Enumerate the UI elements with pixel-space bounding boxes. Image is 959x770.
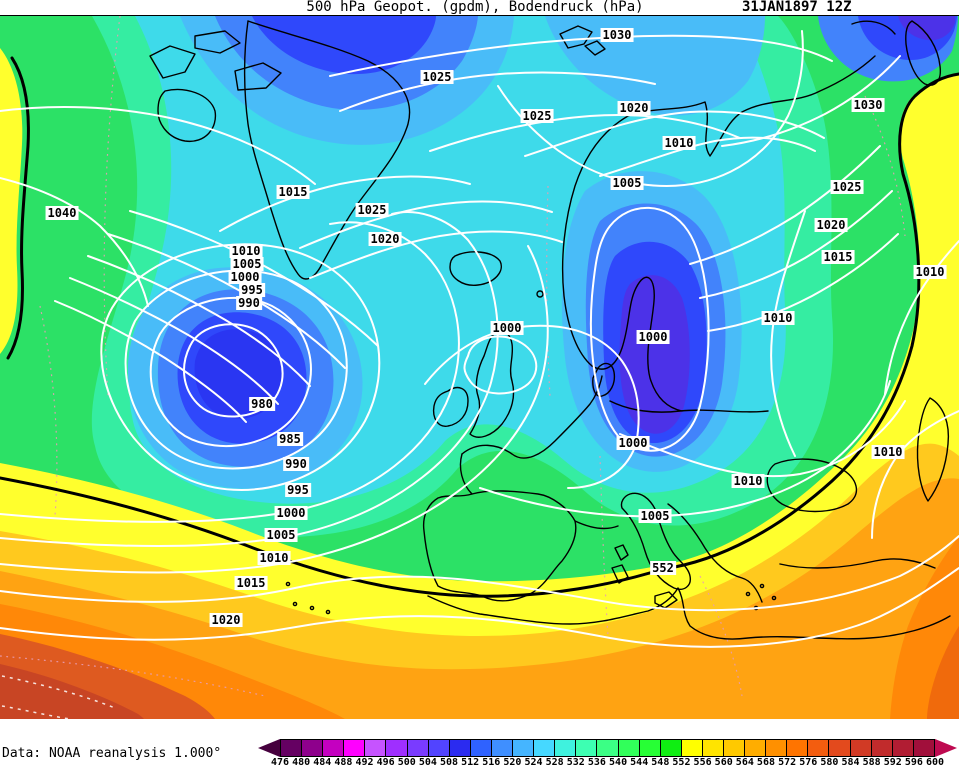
colorbar-segment <box>681 740 703 756</box>
colorbar-tick: 528 <box>545 757 564 768</box>
colorbar-segment <box>534 740 556 756</box>
map-title: 500 hPa Geopot. (gpdm), Bodendruck (hPa) <box>306 0 644 15</box>
colorbar-left-arrow-icon <box>258 739 280 757</box>
colorbar-tick: 492 <box>355 757 374 768</box>
colorbar-segment <box>281 740 303 756</box>
colorbar-right-arrow-icon <box>935 739 957 757</box>
dashed-isobars <box>1 675 116 719</box>
colorbar-segment <box>850 740 872 756</box>
colorbar-segment <box>470 740 492 756</box>
colorbar-tick: 480 <box>292 757 311 768</box>
weather-field-svg <box>0 16 959 719</box>
colorbar-segment <box>871 740 893 756</box>
colorbar-tick: 532 <box>566 757 585 768</box>
colorbar-tick: 584 <box>841 757 860 768</box>
colorbar-segment <box>323 740 345 756</box>
colorbar-segment <box>386 740 408 756</box>
colorbar-tick: 504 <box>418 757 437 768</box>
colorbar-segment <box>491 740 514 756</box>
colorbar-tick: 556 <box>693 757 712 768</box>
colorbar-tick: 496 <box>376 757 395 768</box>
colorbar-tick: 600 <box>925 757 945 768</box>
colorbar-segment <box>407 740 429 756</box>
colorbar-segment <box>597 740 619 756</box>
colorbar-segment <box>892 740 914 756</box>
colorbar-segment <box>808 740 830 756</box>
coastlines <box>149 20 951 640</box>
colorbar-tick: 536 <box>587 757 606 768</box>
height-contour-552 <box>0 56 959 598</box>
geopotential-colorbar: 476 480 484 488 492 496 500 504 508 512 516 520 524 5… <box>258 739 958 769</box>
colorbar-segment <box>302 740 324 756</box>
colorbar-tick: 488 <box>334 757 353 768</box>
colorbar-tick: 560 <box>714 757 733 768</box>
colorbar-tick: 508 <box>440 757 459 768</box>
colorbar-tick: 588 <box>862 757 881 768</box>
colorbar-tick: 520 <box>503 757 522 768</box>
colorbar-segment <box>787 740 809 756</box>
colorbar-tick: 540 <box>609 757 628 768</box>
colorbar-tick: 552 <box>672 757 691 768</box>
colorbar-segment <box>576 740 598 756</box>
colorbar-tick: 576 <box>799 757 818 768</box>
credits-data-source: Data: NOAA reanalysis 1.000° <box>2 746 222 761</box>
colorbar-segment <box>344 740 366 756</box>
colorbar-segment <box>639 740 661 756</box>
map-canvas <box>0 15 959 719</box>
colorbar-tick: 568 <box>756 757 775 768</box>
colorbar-segment <box>829 740 851 756</box>
colorbar-segment <box>449 740 471 756</box>
colorbar-tick: 548 <box>651 757 670 768</box>
colorbar-tick-labels: 476 480 484 488 492 496 500 504 508 512 516 520 524 5… <box>271 757 944 769</box>
colorbar-tick: 596 <box>904 757 923 768</box>
colorbar-scale <box>280 739 935 757</box>
colorbar-segment <box>555 740 577 756</box>
colorbar-segment <box>660 740 682 756</box>
graticule-dotted-lines <box>0 16 906 697</box>
pressure-isobars <box>0 30 959 648</box>
colorbar-segment <box>618 740 640 756</box>
colorbar-segment <box>513 740 535 756</box>
credits-block: Data: NOAA reanalysis 1.000° (C) Wetterz… <box>2 719 221 770</box>
title-bar: 500 hPa Geopot. (gpdm), Bodendruck (hPa)… <box>0 0 959 15</box>
colorbar-segment <box>428 740 450 756</box>
colorbar-segment <box>766 740 788 756</box>
colorbar-segment <box>702 740 724 756</box>
colorbar-tick: 524 <box>524 757 543 768</box>
colorbar-segment <box>745 740 767 756</box>
colorbar-tick: 500 <box>397 757 416 768</box>
map-datetime: 31JAN1897 12Z <box>742 0 852 15</box>
colorbar-segment <box>723 740 746 756</box>
colorbar-tick: 484 <box>313 757 332 768</box>
colorbar-tick: 564 <box>735 757 754 768</box>
colorbar-tick: 516 <box>482 757 501 768</box>
colorbar-tick: 476 <box>270 757 290 768</box>
colorbar-tick: 580 <box>820 757 839 768</box>
colorbar-tick: 572 <box>778 757 797 768</box>
colorbar-segment <box>913 740 934 756</box>
colorbar-tick: 544 <box>630 757 649 768</box>
colorbar-tick: 512 <box>461 757 480 768</box>
colorbar-segment <box>365 740 387 756</box>
colorbar-tick: 592 <box>883 757 902 768</box>
